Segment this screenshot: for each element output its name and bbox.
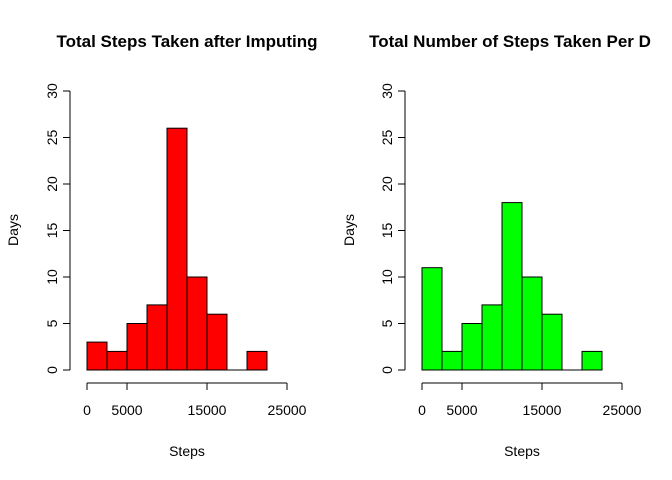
y-axis: 0 5 10 15 20 25 30 — [44, 83, 71, 374]
x-tick-label: 5000 — [111, 402, 142, 418]
y-tick-label: 20 — [379, 176, 395, 192]
x-tick-label: 15000 — [188, 402, 227, 418]
histogram-bar — [421, 267, 443, 371]
histogram-bar — [106, 350, 128, 371]
histogram-bar — [441, 350, 463, 371]
y-axis-label: Days — [341, 214, 357, 246]
x-axis-label: Steps — [169, 443, 205, 459]
x-axis: 0 5000 15000 25000 — [83, 382, 307, 418]
y-tick-label: 15 — [44, 223, 60, 239]
histogram-bar — [246, 350, 268, 371]
histogram-panel-imputed: Total Steps Taken after Imputing Days St… — [5, 32, 318, 459]
x-tick-label: 5000 — [446, 402, 477, 418]
histogram-bar — [126, 323, 148, 371]
histogram-bar — [521, 276, 543, 371]
chart-title: Total Steps Taken after Imputing — [56, 32, 317, 51]
y-tick-label: 25 — [44, 130, 60, 146]
x-tick-label: 0 — [83, 402, 91, 418]
bars — [86, 127, 268, 371]
y-tick-label: 20 — [44, 176, 60, 192]
histogram-bar — [461, 323, 483, 371]
histogram-panel-original: Total Number of Steps Taken Per D Days S… — [341, 32, 651, 459]
y-tick-label: 30 — [379, 83, 395, 99]
bars — [421, 202, 603, 371]
x-tick-label: 25000 — [603, 402, 642, 418]
histogram-bar — [86, 341, 108, 371]
y-tick-label: 5 — [379, 319, 395, 327]
x-tick-label: 25000 — [268, 402, 307, 418]
y-tick-label: 10 — [379, 269, 395, 285]
histogram-bar — [541, 313, 563, 371]
x-tick-label: 0 — [418, 402, 426, 418]
y-tick-label: 0 — [44, 366, 60, 374]
histogram-bar — [206, 313, 228, 371]
x-axis-label: Steps — [504, 443, 540, 459]
x-axis: 0 5000 15000 25000 — [418, 382, 642, 418]
y-tick-label: 15 — [379, 223, 395, 239]
histogram-bar — [581, 350, 603, 371]
y-tick-label: 30 — [44, 83, 60, 99]
histogram-bar — [481, 304, 503, 371]
y-axis: 0 5 10 15 20 25 30 — [379, 83, 406, 374]
y-tick-label: 10 — [44, 269, 60, 285]
y-axis-label: Days — [5, 214, 21, 246]
y-tick-label: 25 — [379, 130, 395, 146]
y-tick-label: 5 — [44, 319, 60, 327]
histogram-bar — [501, 202, 523, 371]
histogram-bar — [146, 304, 168, 371]
y-tick-label: 0 — [379, 366, 395, 374]
histogram-bar — [166, 127, 188, 371]
x-tick-label: 15000 — [523, 402, 562, 418]
chart-title: Total Number of Steps Taken Per D — [369, 32, 651, 51]
histogram-bar — [186, 276, 208, 371]
